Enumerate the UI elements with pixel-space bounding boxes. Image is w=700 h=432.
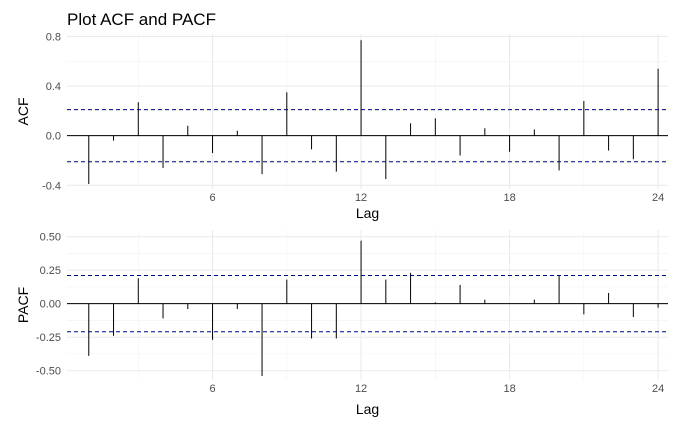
x-tick-label: 12 bbox=[355, 383, 367, 395]
x-tick-label: 6 bbox=[209, 192, 215, 204]
x-tick-label: 24 bbox=[652, 383, 664, 395]
y-tick-label: 0.00 bbox=[40, 299, 61, 311]
y-tick-label: -0.25 bbox=[36, 332, 61, 344]
y-tick-label: -0.50 bbox=[36, 366, 61, 378]
x-tick-label: 6 bbox=[209, 383, 215, 395]
panel-2: -0.50 -0.25 0.00 0.25 0.50 6 12 18 24 Lag PACF bbox=[15, 230, 668, 417]
chart-title: Plot ACF and PACF bbox=[67, 10, 216, 29]
panel-1: -0.4 0.0 0.4 0.8 6 12 18 24 Lag ACF bbox=[15, 31, 668, 221]
x-axis-title: Lag bbox=[356, 401, 379, 417]
y-axis-title: PACF bbox=[15, 287, 31, 323]
y-tick-label: 0.0 bbox=[46, 131, 61, 143]
x-tick-label: 12 bbox=[355, 192, 367, 204]
x-tick-label: 18 bbox=[503, 383, 515, 395]
y-tick-label: 0.8 bbox=[46, 31, 61, 43]
x-axis-title: Lag bbox=[356, 205, 379, 221]
y-tick-label: 0.4 bbox=[46, 81, 61, 93]
x-tick-label: 24 bbox=[652, 192, 664, 204]
y-tick-label: -0.4 bbox=[42, 180, 61, 192]
y-tick-label: 0.25 bbox=[40, 265, 61, 277]
y-axis-title: ACF bbox=[15, 98, 31, 126]
y-tick-label: 0.50 bbox=[40, 232, 61, 244]
x-tick-label: 18 bbox=[503, 192, 515, 204]
